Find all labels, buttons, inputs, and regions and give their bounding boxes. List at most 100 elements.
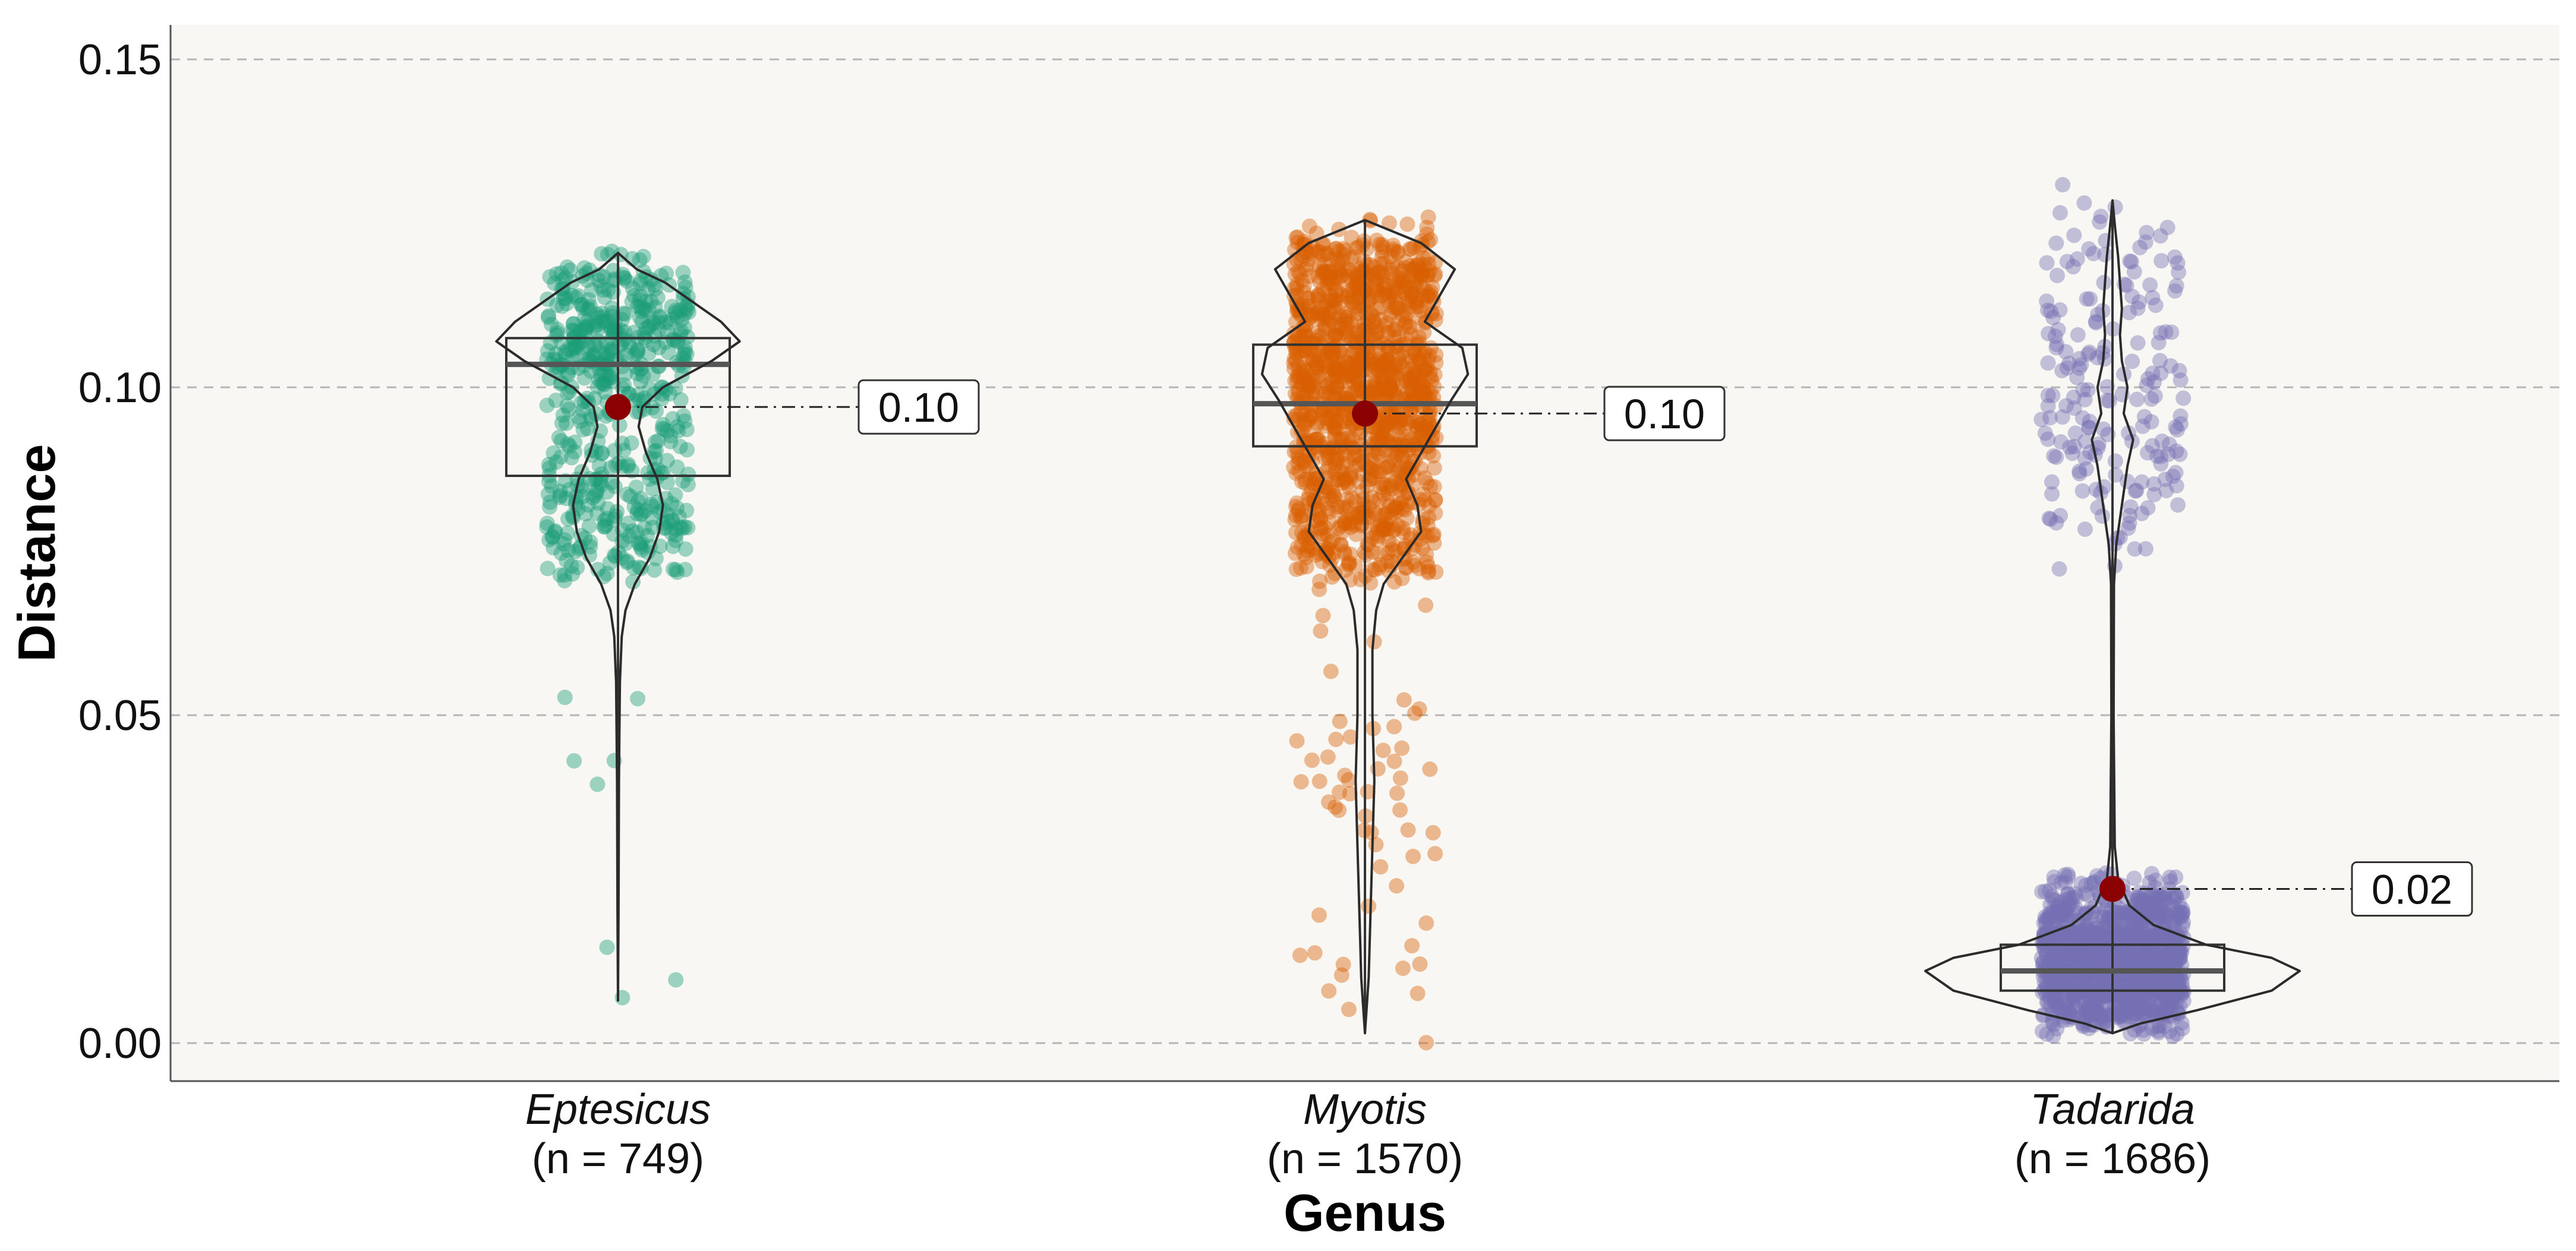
data-point — [2035, 955, 2051, 971]
data-point — [543, 317, 559, 333]
data-point — [1425, 527, 1441, 544]
data-point — [2121, 953, 2137, 969]
data-point — [1348, 277, 1364, 293]
data-point — [2169, 422, 2185, 438]
data-point — [1418, 1035, 1434, 1051]
data-point — [1402, 402, 1418, 418]
data-point — [1332, 343, 1348, 359]
data-point — [2066, 400, 2082, 416]
data-point — [1373, 334, 1389, 350]
data-point — [1310, 289, 1326, 305]
data-point — [1342, 729, 1358, 745]
data-point — [1385, 523, 1401, 539]
data-point — [1350, 372, 1366, 388]
data-point — [1379, 505, 1395, 521]
data-point — [1304, 384, 1320, 400]
data-point — [1329, 452, 1345, 468]
data-point — [2074, 483, 2091, 499]
data-point — [679, 503, 695, 519]
data-point — [592, 474, 608, 490]
data-point — [2174, 984, 2190, 1000]
data-point — [1309, 513, 1325, 529]
data-point — [1327, 566, 1343, 582]
data-point — [615, 305, 631, 321]
group-myotis: 0.10 — [1252, 209, 1726, 1051]
data-point — [576, 393, 592, 409]
data-point — [1330, 310, 1346, 326]
data-point — [1370, 301, 1386, 316]
data-point — [2146, 969, 2162, 985]
data-point — [1339, 491, 1355, 507]
data-point — [2130, 1003, 2146, 1019]
data-point — [554, 298, 570, 314]
data-point — [1339, 367, 1355, 382]
data-point — [1309, 244, 1325, 260]
data-point — [2124, 992, 2140, 1008]
data-point — [1348, 326, 1364, 342]
data-point — [1322, 342, 1338, 358]
data-point — [625, 523, 641, 539]
data-point — [667, 380, 683, 396]
data-point — [1375, 486, 1391, 502]
data-point — [1377, 318, 1393, 334]
data-point — [1386, 280, 1402, 296]
data-point — [621, 528, 637, 544]
data-point — [1380, 545, 1396, 561]
data-point — [1307, 945, 1323, 961]
data-point — [648, 443, 664, 459]
data-point — [2153, 931, 2169, 947]
data-point — [645, 314, 661, 330]
data-point — [1376, 357, 1392, 373]
data-point — [2133, 984, 2149, 1000]
data-point — [1292, 343, 1308, 359]
data-point — [1297, 318, 1313, 334]
data-point — [551, 429, 567, 446]
data-point — [1392, 802, 1408, 818]
data-point — [585, 347, 601, 363]
data-point — [1340, 323, 1355, 339]
data-point — [2045, 946, 2061, 962]
data-point — [1308, 547, 1324, 563]
data-point — [1384, 304, 1400, 320]
data-point — [2061, 971, 2077, 987]
data-point — [668, 527, 684, 543]
data-point — [1310, 415, 1325, 431]
data-point — [1348, 362, 1364, 378]
data-point — [1320, 501, 1336, 517]
data-point — [2110, 1010, 2126, 1026]
data-point — [2093, 926, 2110, 942]
data-point — [603, 341, 619, 357]
data-point — [1380, 433, 1396, 449]
data-point — [2116, 1015, 2132, 1031]
data-point — [2118, 1008, 2134, 1024]
data-point — [1288, 465, 1304, 481]
data-point — [2102, 955, 2118, 971]
data-point — [2099, 988, 2115, 1004]
category-label: Myotis — [1303, 1086, 1427, 1133]
data-point — [669, 309, 685, 325]
data-point — [1414, 268, 1430, 284]
data-point — [1417, 362, 1433, 378]
data-point — [2126, 870, 2142, 886]
data-point — [576, 311, 592, 327]
data-point — [1414, 541, 1430, 557]
data-point — [671, 508, 687, 525]
data-point — [1298, 363, 1314, 379]
data-point — [1398, 315, 1414, 331]
data-point — [1426, 535, 1442, 551]
data-point — [1303, 410, 1319, 427]
data-point — [2051, 561, 2067, 577]
data-point — [1289, 229, 1306, 245]
data-point — [1411, 334, 1427, 350]
data-point — [626, 499, 642, 515]
data-point — [1396, 692, 1412, 708]
data-point — [644, 272, 660, 288]
data-point — [1345, 265, 1361, 281]
data-point — [1339, 289, 1355, 305]
data-point — [634, 314, 650, 329]
data-point — [635, 393, 651, 409]
data-point — [2156, 981, 2173, 997]
data-point — [1394, 448, 1410, 464]
data-point — [1329, 361, 1345, 377]
data-point — [2063, 953, 2079, 969]
